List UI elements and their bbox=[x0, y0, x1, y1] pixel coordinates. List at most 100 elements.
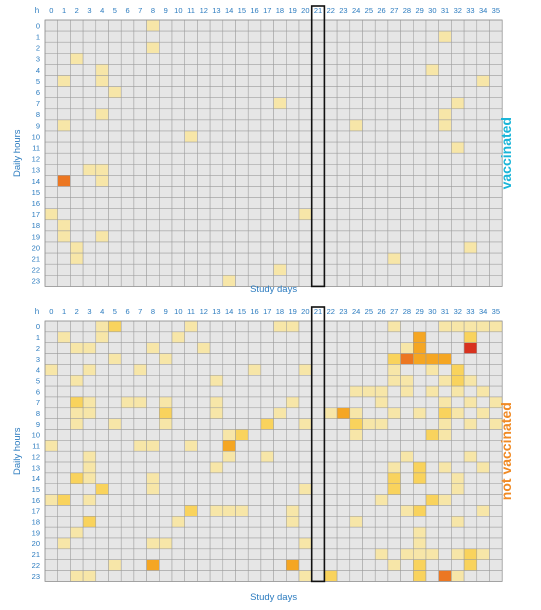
heatmap-cell bbox=[311, 548, 325, 560]
heatmap-cell-active bbox=[286, 396, 300, 409]
heatmap-cell bbox=[451, 186, 465, 198]
heatmap-cell bbox=[413, 41, 427, 54]
heatmap-cell bbox=[451, 219, 465, 232]
heatmap-cell bbox=[425, 208, 439, 221]
heatmap-cell bbox=[260, 353, 274, 365]
heatmap-cell bbox=[70, 494, 84, 506]
heatmap-cell bbox=[298, 75, 312, 87]
heatmap-cell bbox=[336, 472, 351, 484]
heatmap-cell bbox=[387, 97, 401, 110]
heatmap-cell bbox=[247, 208, 262, 221]
heatmap-cell bbox=[362, 342, 376, 354]
heatmap-cell bbox=[349, 141, 363, 154]
heatmap-cell bbox=[413, 396, 427, 409]
heatmap-cell-active bbox=[413, 526, 427, 539]
heatmap-cell bbox=[311, 407, 325, 419]
heatmap-cell bbox=[286, 450, 300, 463]
heatmap-cell bbox=[44, 418, 58, 430]
heatmap-cell bbox=[336, 548, 351, 560]
heatmap-cell bbox=[171, 472, 185, 484]
heatmap-cell bbox=[286, 375, 300, 387]
heatmap-cell-active bbox=[82, 472, 97, 484]
heatmap-cell bbox=[476, 559, 490, 571]
heatmap-cell bbox=[260, 197, 274, 209]
heatmap-cell bbox=[171, 342, 185, 354]
heatmap-cell bbox=[235, 548, 249, 560]
heatmap-cell bbox=[159, 164, 173, 176]
heatmap-cell bbox=[476, 164, 490, 176]
heatmap-cell bbox=[336, 130, 351, 143]
heatmap-cell-active bbox=[400, 353, 414, 365]
heatmap-cell bbox=[70, 353, 84, 365]
heatmap-cell-active bbox=[400, 375, 414, 387]
heatmap-cell bbox=[235, 108, 249, 121]
heatmap-cell bbox=[184, 53, 198, 65]
heatmap-cell bbox=[476, 53, 490, 65]
heatmap-cell bbox=[286, 97, 300, 110]
heatmap-cell bbox=[324, 461, 338, 474]
heatmap-cell bbox=[159, 342, 173, 354]
heatmap-cell bbox=[476, 526, 490, 539]
heatmap-cell bbox=[286, 570, 300, 582]
heatmap-cell-active bbox=[95, 164, 109, 176]
heatmap-cell bbox=[146, 570, 160, 582]
heatmap-cell bbox=[184, 342, 198, 354]
heatmap-cell bbox=[286, 75, 300, 87]
heatmap-cell bbox=[247, 19, 262, 32]
heatmap-cell bbox=[349, 97, 363, 110]
heatmap-cell bbox=[324, 164, 338, 176]
heatmap-cell bbox=[489, 75, 503, 87]
heatmap-cell bbox=[108, 197, 122, 209]
heatmap-cell bbox=[44, 64, 58, 76]
heatmap-cell bbox=[387, 230, 401, 243]
heatmap-cell bbox=[438, 230, 452, 243]
y-tick-label: 1 bbox=[36, 32, 40, 41]
y-tick-label: 6 bbox=[36, 88, 40, 97]
heatmap-cell bbox=[311, 364, 325, 376]
heatmap-cell bbox=[95, 385, 109, 398]
heatmap-cell bbox=[57, 97, 71, 110]
heatmap-cell bbox=[44, 429, 58, 441]
heatmap-cell bbox=[260, 505, 274, 517]
heatmap-cell bbox=[171, 219, 185, 232]
heatmap-cell bbox=[349, 30, 363, 43]
heatmap-cell bbox=[44, 353, 58, 365]
heatmap-cell bbox=[222, 461, 236, 474]
heatmap-cell bbox=[120, 472, 135, 484]
heatmap-cell bbox=[57, 429, 71, 441]
heatmap-cell bbox=[273, 241, 287, 254]
heatmap-cell-active bbox=[451, 516, 465, 528]
heatmap-cell bbox=[336, 440, 351, 452]
heatmap-cell bbox=[159, 385, 173, 398]
heatmap-cell bbox=[425, 30, 439, 43]
heatmap-cell bbox=[209, 342, 224, 354]
heatmap-cell bbox=[387, 175, 401, 187]
heatmap-cell bbox=[209, 450, 224, 463]
heatmap-cell bbox=[197, 53, 211, 65]
heatmap-cell bbox=[247, 385, 262, 398]
heatmap-cell bbox=[209, 440, 224, 452]
heatmap-cell bbox=[273, 570, 287, 582]
heatmap-cell bbox=[476, 219, 490, 232]
heatmap-cell bbox=[159, 219, 173, 232]
heatmap-cell bbox=[336, 53, 351, 65]
heatmap-cell bbox=[159, 252, 173, 265]
heatmap-cell bbox=[120, 505, 135, 517]
heatmap-cell bbox=[324, 418, 338, 430]
heatmap-cell-active bbox=[120, 396, 135, 409]
heatmap-cell bbox=[120, 275, 135, 287]
heatmap-cell bbox=[387, 119, 401, 132]
heatmap-cell bbox=[324, 548, 338, 560]
heatmap-cell bbox=[70, 175, 84, 187]
heatmap-cell bbox=[349, 548, 363, 560]
heatmap-cell bbox=[159, 97, 173, 110]
heatmap-cell bbox=[311, 86, 325, 98]
heatmap-cell bbox=[44, 152, 58, 165]
heatmap-cell bbox=[146, 461, 160, 474]
heatmap-cell-active bbox=[108, 418, 122, 430]
heatmap-cell bbox=[95, 53, 109, 65]
heatmap-cell bbox=[489, 263, 503, 276]
heatmap-cell bbox=[336, 353, 351, 365]
heatmap-cell bbox=[209, 86, 224, 98]
heatmap-cell bbox=[247, 152, 262, 165]
